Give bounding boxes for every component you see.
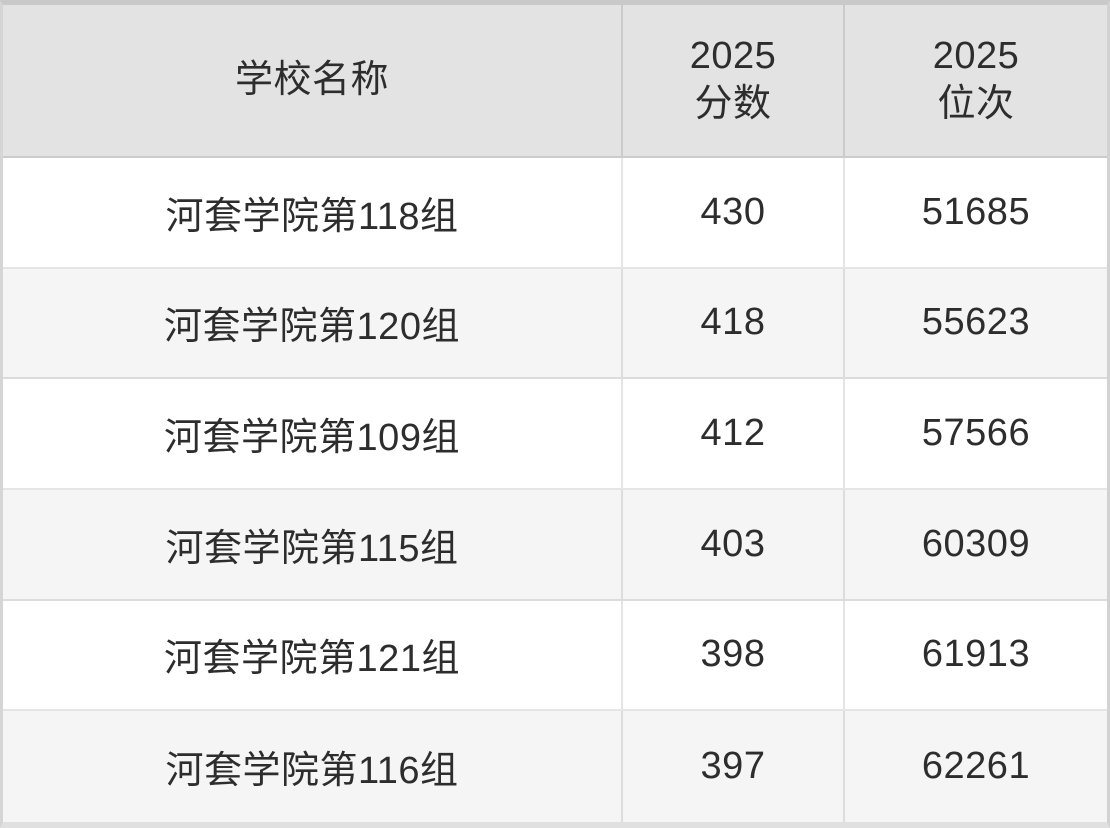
row-cell-rank: 55623 bbox=[845, 268, 1107, 380]
row-cell-score: 398 bbox=[623, 600, 845, 712]
header-cell-school-name: 学校名称 bbox=[3, 5, 623, 158]
header-school-label: 学校名称 bbox=[234, 58, 389, 101]
header-rank-year: 2025 bbox=[932, 34, 1020, 77]
row-cell-school: 河套学院第115组 bbox=[3, 489, 623, 601]
header-cell-score-2025: 2025 分数 bbox=[623, 5, 845, 158]
row-cell-rank: 60309 bbox=[845, 489, 1107, 601]
row-cell-score: 430 bbox=[623, 158, 845, 269]
row-cell-school: 河套学院第116组 bbox=[3, 711, 623, 822]
header-cell-rank-2025: 2025 位次 bbox=[845, 5, 1107, 158]
header-score-label: 分数 bbox=[694, 82, 772, 125]
header-score-year: 2025 bbox=[689, 34, 777, 77]
row-cell-score: 397 bbox=[623, 711, 845, 822]
row-cell-rank: 51685 bbox=[845, 158, 1107, 269]
row-cell-rank: 62261 bbox=[845, 711, 1107, 822]
row-cell-school: 河套学院第121组 bbox=[3, 600, 623, 712]
row-cell-score: 412 bbox=[623, 379, 845, 490]
row-cell-school: 河套学院第118组 bbox=[3, 158, 623, 269]
row-cell-rank: 57566 bbox=[845, 379, 1107, 490]
header-rank-label: 位次 bbox=[937, 82, 1015, 125]
row-cell-school: 河套学院第120组 bbox=[3, 268, 623, 380]
row-cell-score: 403 bbox=[623, 489, 845, 601]
row-cell-score: 418 bbox=[623, 268, 845, 380]
row-cell-rank: 61913 bbox=[845, 600, 1107, 712]
row-cell-school: 河套学院第109组 bbox=[3, 379, 623, 490]
